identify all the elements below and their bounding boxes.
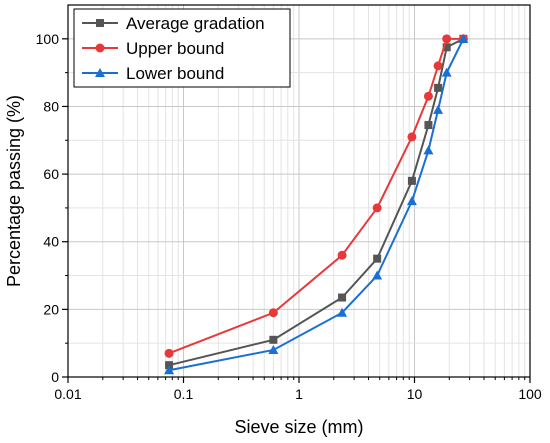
x-axis-title: Sieve size (mm) (234, 417, 363, 437)
data-point (434, 83, 443, 92)
y-tick-label: 80 (43, 98, 59, 114)
data-point (441, 67, 452, 77)
data-point (424, 121, 433, 130)
legend-label: Upper bound (126, 39, 224, 58)
data-point (442, 43, 451, 52)
data-point (407, 132, 417, 142)
series-triangle (164, 33, 469, 375)
y-tick-label: 20 (43, 301, 59, 317)
y-tick-label: 0 (51, 369, 59, 385)
data-point (268, 308, 278, 318)
data-point (164, 365, 175, 375)
legend-marker (95, 68, 105, 77)
x-tick-label: 0.1 (174, 386, 194, 402)
y-axis-title: Percentage passing (%) (4, 95, 24, 287)
x-tick-label: 100 (518, 386, 542, 402)
data-point (423, 91, 433, 101)
x-tick-label: 0.01 (54, 386, 81, 402)
data-point (165, 361, 174, 370)
data-point (458, 33, 469, 43)
series-line (168, 37, 464, 367)
data-point (268, 344, 279, 354)
legend-label: Lower bound (126, 64, 224, 83)
data-point (337, 307, 348, 317)
data-point (337, 250, 347, 260)
data-point (406, 196, 417, 206)
legend: Average gradation Upper bound Lower bound (73, 8, 291, 88)
data-point (338, 293, 347, 302)
data-point (423, 145, 434, 155)
data-point (269, 335, 278, 344)
y-tick-label: 60 (43, 166, 59, 182)
axis-ticks: 0.01 0.1 1 10 100 0 20 40 60 80 100 (36, 31, 542, 402)
legend-label: Average gradation (126, 14, 265, 33)
legend-marker (95, 43, 105, 53)
data-point (372, 270, 383, 280)
x-tick-label: 10 (407, 386, 423, 402)
data-point (372, 203, 382, 213)
series-layer (164, 33, 469, 375)
y-tick-label: 40 (43, 234, 59, 250)
data-point (373, 254, 382, 263)
legend-marker (96, 19, 104, 27)
data-point (433, 104, 444, 114)
x-tick-label: 1 (295, 386, 303, 402)
data-point (407, 176, 416, 185)
series-circle (164, 34, 468, 358)
data-point (433, 61, 443, 71)
data-point (442, 34, 452, 44)
series-line (168, 38, 465, 372)
y-tick-label: 100 (36, 31, 60, 47)
data-point (164, 348, 174, 358)
